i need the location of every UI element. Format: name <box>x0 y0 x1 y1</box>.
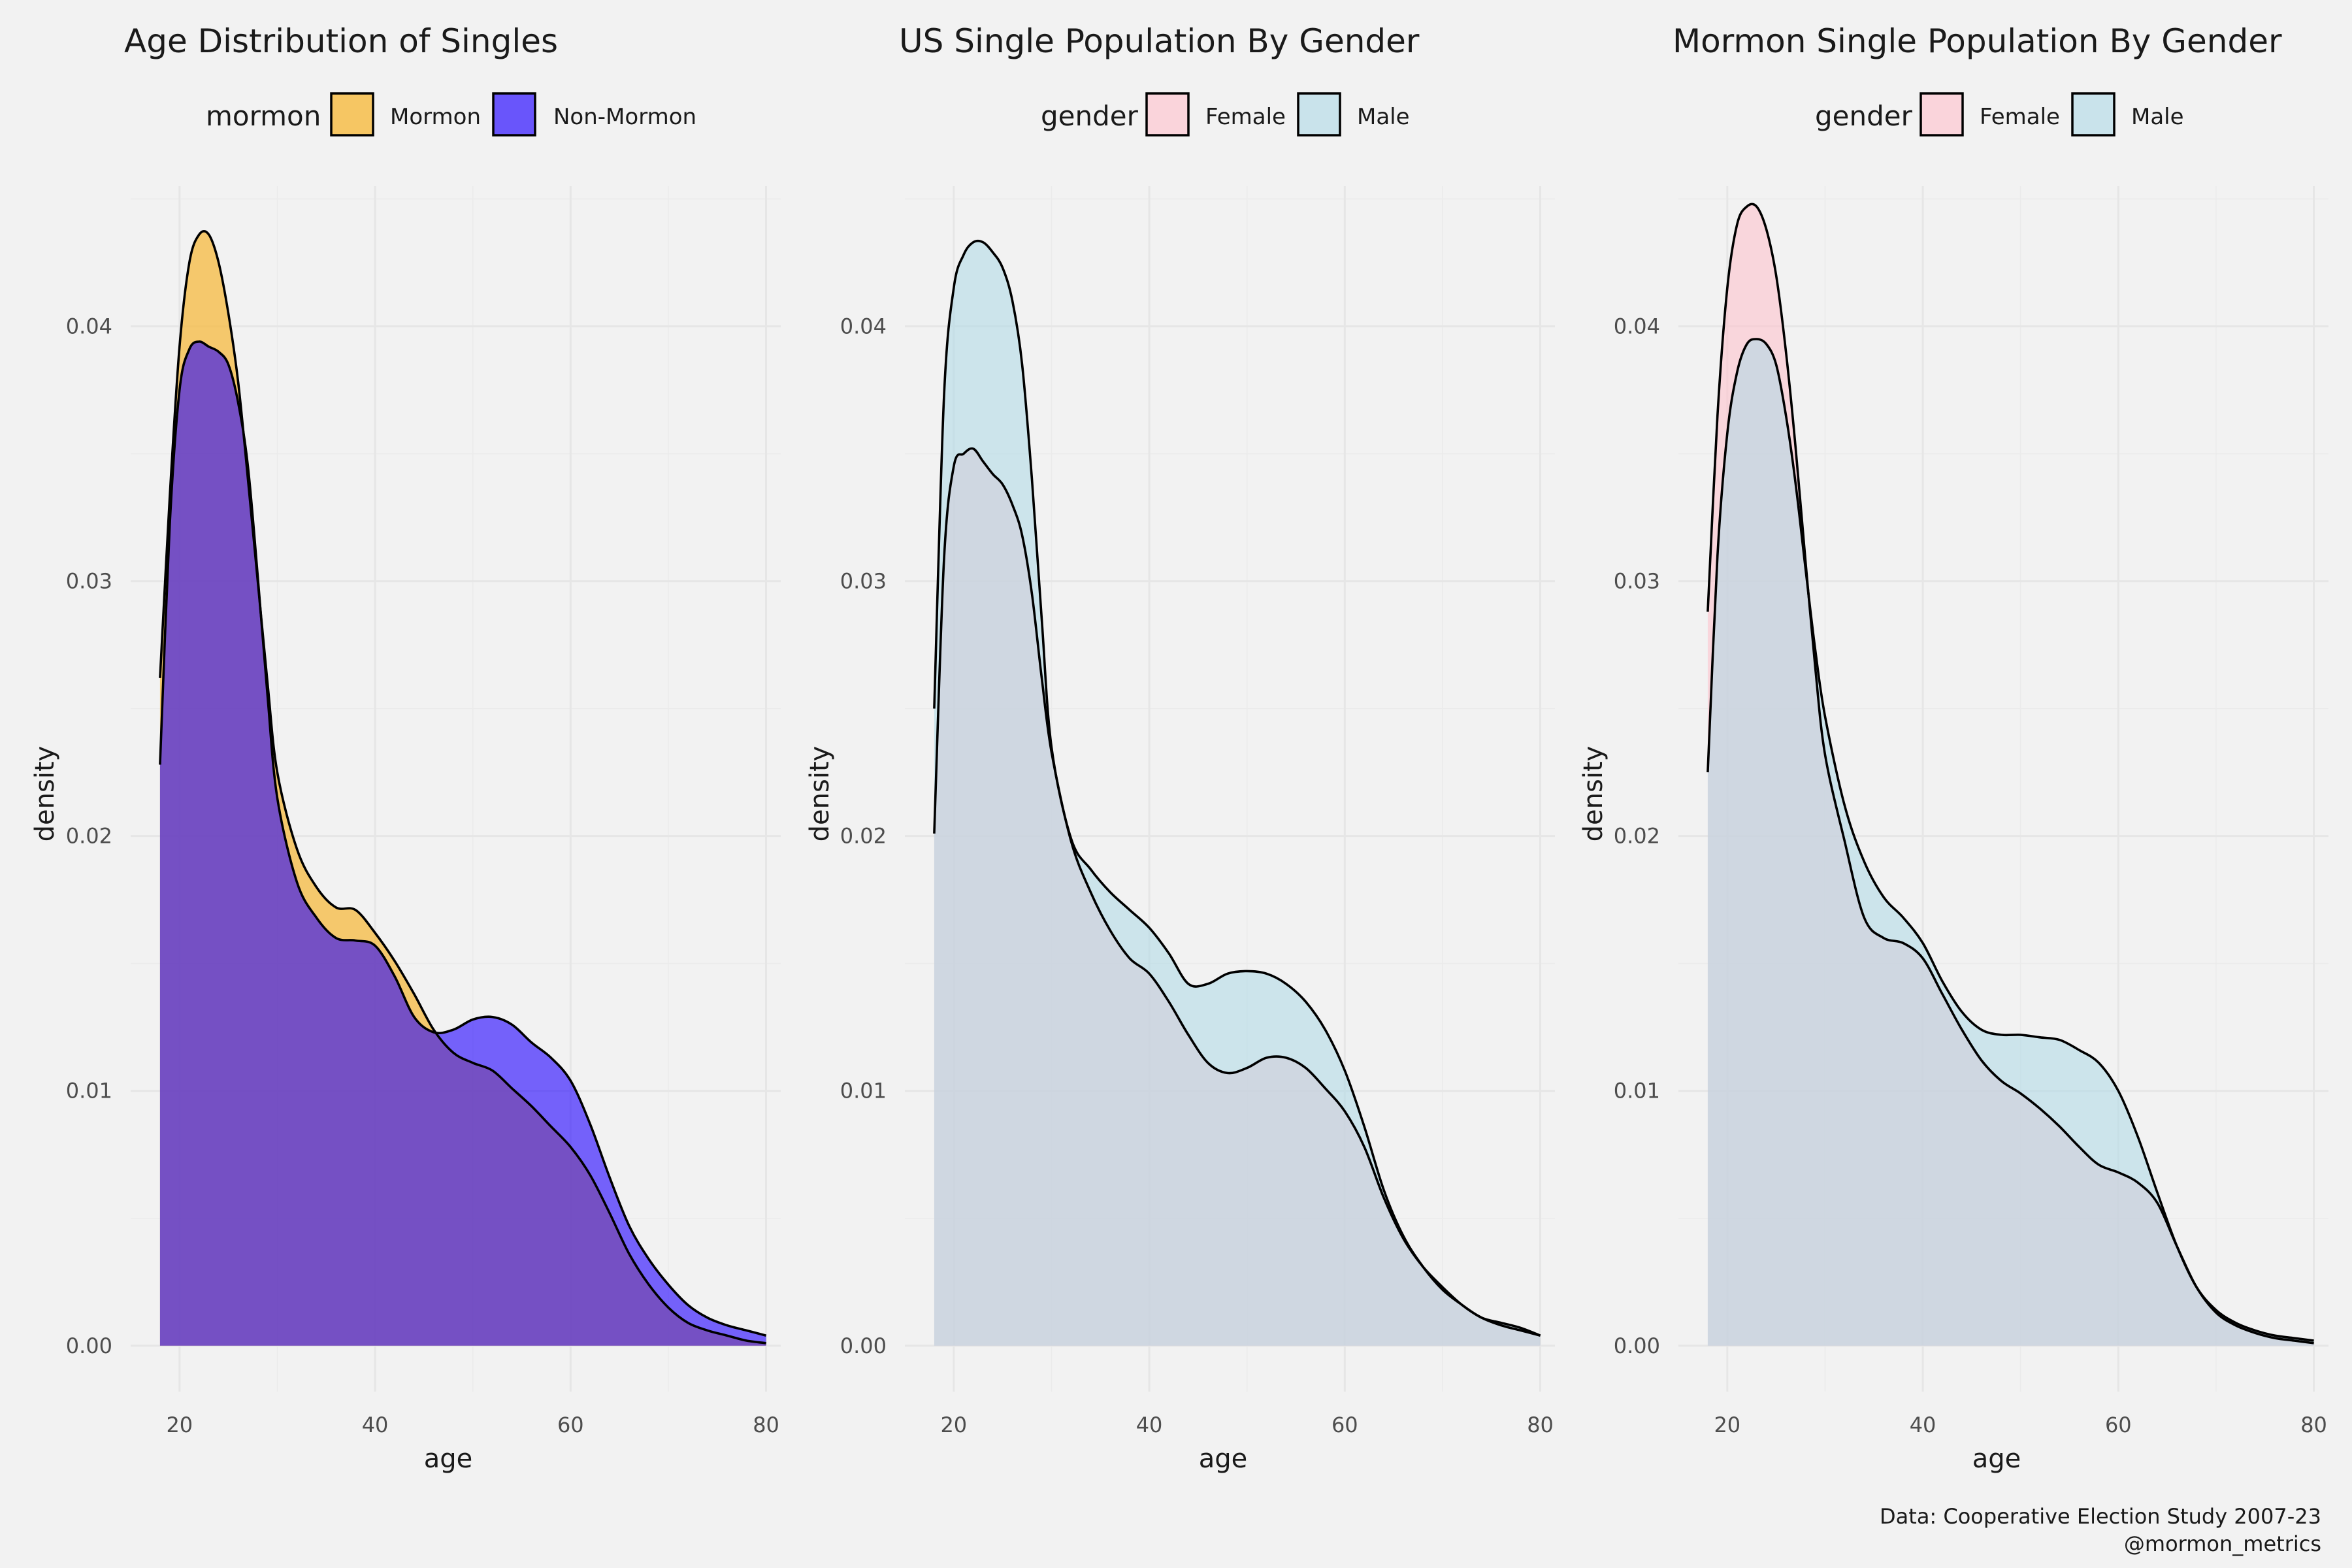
panel-3-legend-label-female: Female <box>1980 104 2060 130</box>
panel-2-y-tick-4: 0.04 <box>840 314 887 339</box>
panel-1-y-tick-4: 0.04 <box>66 314 112 339</box>
panel-2-y-tick-3: 0.03 <box>840 569 887 594</box>
panel-1-density-areas <box>159 231 766 1346</box>
panel-1-y-tick-3: 0.03 <box>66 569 112 594</box>
panel-3-legend-key-female <box>1919 92 1964 137</box>
panel-2-legend: gender Female Male <box>1041 92 1410 137</box>
panel-2-density-outlines <box>933 239 1541 1337</box>
panel-2-density-areas <box>934 240 1541 1346</box>
panel-1-legend-title: mormon <box>206 100 321 132</box>
panel-1-legend-label-non-mormon: Non-Mormon <box>553 104 696 130</box>
panel-2-area-male <box>934 240 1541 1346</box>
panel-3-y-axis-label: density <box>1578 746 1609 842</box>
panel-3-x-tick-40: 40 <box>1910 1413 1936 1437</box>
panel-2-outline-male <box>933 239 1541 1337</box>
panel-2-x-tick-20: 20 <box>940 1413 967 1437</box>
panel-1-y-tick-2: 0.02 <box>66 824 112 849</box>
panel-3-y-tick-3: 0.03 <box>1614 569 1660 594</box>
panel-3-y-tick-1: 0.01 <box>1614 1079 1660 1103</box>
panel-2-x-tick-80: 80 <box>1527 1413 1554 1437</box>
caption-handle: @mormon_metrics <box>2124 1531 2321 1556</box>
panel-2-x-tick-40: 40 <box>1136 1413 1163 1437</box>
panel-3-outline-male <box>1707 338 2314 1342</box>
panel-1: Age Distribution of Singles mormon Mormo… <box>30 22 781 1474</box>
panel-1-outline-mormon <box>159 230 766 1345</box>
panel-1-x-tick-20: 20 <box>166 1413 193 1437</box>
panel-3-y-tick-0: 0.00 <box>1614 1333 1660 1358</box>
panel-2: US Single Population By Gender gender Fe… <box>805 22 1555 1474</box>
panel-1-x-axis-label: age <box>424 1444 473 1474</box>
panel-1-density-outlines <box>159 230 767 1345</box>
panel-3-x-tick-80: 80 <box>2300 1413 2327 1437</box>
panel-3-x-tick-60: 60 <box>2105 1413 2132 1437</box>
panel-2-legend-label-female: Female <box>1205 104 1286 130</box>
panel-2-y-tick-2: 0.02 <box>840 824 887 849</box>
panel-3-x-tick-20: 20 <box>1714 1413 1740 1437</box>
panel-2-legend-title: gender <box>1041 100 1139 132</box>
panel-3-density-areas <box>1707 204 2314 1346</box>
panel-1-tick-labels: 20 40 60 80 0.00 0.01 0.02 0.03 0.04 <box>66 314 779 1437</box>
panel-2-legend-label-male: Male <box>1357 104 1410 130</box>
caption: Data: Cooperative Election Study 2007-23… <box>1880 1504 2321 1556</box>
panel-3-y-tick-2: 0.02 <box>1614 824 1660 849</box>
panel-2-y-tick-1: 0.01 <box>840 1079 887 1103</box>
panel-2-legend-key-female <box>1145 92 1190 137</box>
panel-2-x-tick-60: 60 <box>1331 1413 1358 1437</box>
panel-1-y-axis-label: density <box>30 746 60 842</box>
panel-2-title: US Single Population By Gender <box>899 22 1420 60</box>
panel-1-x-tick-80: 80 <box>753 1413 779 1437</box>
panel-2-tick-labels: 20 40 60 80 0.00 0.01 0.02 0.03 0.04 <box>840 314 1554 1437</box>
caption-source: Data: Cooperative Election Study 2007-23 <box>1880 1504 2321 1529</box>
panel-2-y-tick-0: 0.00 <box>840 1333 887 1358</box>
panel-1-outline-non-mormon <box>159 340 767 1337</box>
panel-1-title: Age Distribution of Singles <box>124 22 558 60</box>
panel-3: Mormon Single Population By Gender gende… <box>1578 22 2328 1474</box>
panel-1-legend-label-mormon: Mormon <box>390 104 481 130</box>
panel-1-x-tick-60: 60 <box>557 1413 584 1437</box>
panel-3-title: Mormon Single Population By Gender <box>1673 22 2282 60</box>
panel-1-legend: mormon Mormon Non-Mormon <box>206 92 696 137</box>
panel-1-legend-key-mormon <box>330 92 374 137</box>
panel-3-density-outlines <box>1707 203 2314 1345</box>
panel-1-y-tick-0: 0.00 <box>66 1333 112 1358</box>
panel-3-y-tick-4: 0.04 <box>1614 314 1660 339</box>
panel-1-x-tick-40: 40 <box>362 1413 389 1437</box>
panel-2-x-axis-label: age <box>1199 1444 1248 1474</box>
panel-2-y-axis-label: density <box>805 746 835 842</box>
panel-3-tick-labels: 20 40 60 80 0.00 0.01 0.02 0.03 0.04 <box>1614 314 2327 1437</box>
panel-1-legend-key-non-mormon <box>492 92 536 137</box>
panel-3-legend-key-male <box>2071 92 2115 137</box>
panel-2-legend-key-male <box>1297 92 1341 137</box>
panel-3-x-axis-label: age <box>1972 1444 2021 1474</box>
panel-3-legend: gender Female Male <box>1815 92 2184 137</box>
panel-3-area-male <box>1707 338 2314 1346</box>
panel-1-area-non-mormon <box>159 341 766 1346</box>
panel-3-legend-label-male: Male <box>2131 104 2184 130</box>
panel-3-legend-title: gender <box>1815 100 1913 132</box>
panel-1-y-tick-1: 0.01 <box>66 1079 112 1103</box>
